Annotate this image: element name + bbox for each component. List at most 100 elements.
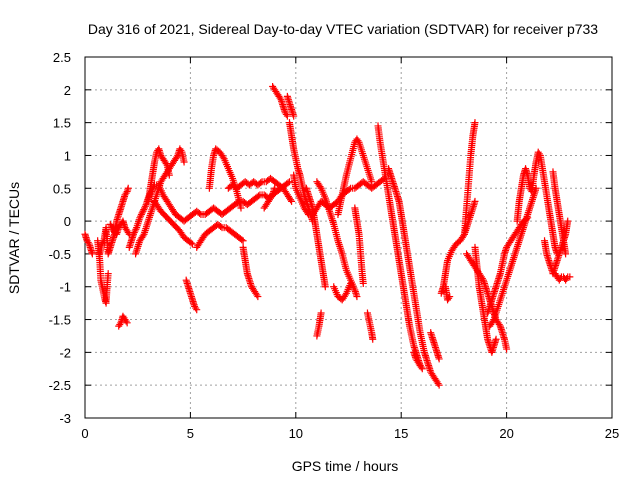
data-point	[116, 320, 124, 328]
x-tick-label: 5	[187, 426, 194, 441]
data-point	[471, 197, 479, 205]
data-point	[219, 153, 227, 161]
data-point	[255, 192, 263, 200]
series-s4	[106, 217, 133, 238]
data-point	[237, 204, 245, 212]
series-s26	[363, 309, 377, 343]
data-point	[471, 119, 479, 127]
series-s41	[551, 270, 574, 284]
data-point	[416, 361, 424, 369]
data-point	[321, 283, 329, 291]
data-point	[503, 345, 511, 353]
data-point	[288, 197, 296, 205]
data-point	[268, 192, 276, 200]
data-point	[317, 309, 325, 317]
data-point	[138, 209, 146, 217]
data-point	[173, 153, 181, 161]
data-point	[495, 320, 503, 328]
data-point	[84, 238, 92, 246]
data-point	[435, 355, 443, 363]
axes-layer	[84, 56, 613, 419]
plot-frame	[84, 56, 613, 419]
x-axis-label: GPS time / hours	[292, 458, 399, 474]
data-point	[415, 360, 423, 368]
data-point	[287, 196, 295, 204]
chart-title: Day 316 of 2021, Sidereal Day-to-day VTE…	[88, 21, 598, 37]
series-s40	[549, 168, 570, 258]
data-point	[445, 294, 453, 302]
data-point	[316, 183, 324, 191]
data-point	[130, 229, 138, 237]
y-axis-label: SDTVAR / TECUs	[6, 182, 22, 294]
series-s3	[96, 184, 132, 258]
y-tick-label: -0.5	[49, 247, 71, 262]
data-point	[137, 211, 145, 219]
data-point	[88, 250, 96, 258]
series-s21	[313, 309, 325, 340]
data-point	[122, 189, 130, 197]
data-point	[254, 293, 262, 301]
series-s29	[410, 348, 424, 369]
data-point	[282, 110, 290, 118]
data-point	[129, 230, 137, 238]
x-tick-label: 0	[81, 426, 88, 441]
data-point	[123, 319, 131, 327]
data-point	[290, 112, 298, 120]
data-point	[192, 304, 200, 312]
data-point	[238, 236, 246, 244]
series-s12	[205, 145, 245, 212]
data-point	[141, 204, 149, 212]
series-s31	[437, 197, 479, 297]
data-point	[434, 380, 442, 388]
y-tick-label: 1.5	[53, 116, 71, 131]
data-point	[106, 220, 114, 228]
y-tick-label: -2.5	[49, 378, 71, 393]
y-tick-label: 2	[64, 83, 71, 98]
data-point	[271, 184, 279, 192]
data-point	[180, 158, 188, 166]
series-s7	[132, 145, 188, 258]
series-s15	[260, 184, 279, 212]
series-s17	[283, 92, 298, 120]
data-point	[137, 212, 145, 220]
data-point	[193, 306, 201, 314]
data-point	[347, 279, 355, 287]
data-point	[435, 381, 443, 389]
data-point	[187, 239, 195, 247]
data-point	[141, 202, 149, 210]
series-s16	[269, 83, 291, 120]
data-point	[341, 291, 349, 299]
y-tick-label: -1	[59, 280, 71, 295]
series-s24	[334, 135, 376, 219]
data-point	[283, 112, 291, 120]
y-tick-label: -3	[59, 411, 71, 426]
data-point	[535, 150, 543, 158]
series-s18	[285, 119, 317, 225]
series-s32	[441, 283, 454, 304]
data-point	[253, 291, 261, 299]
data-point	[368, 178, 376, 186]
data-point	[108, 224, 116, 232]
series-s9	[151, 197, 197, 248]
data-point	[131, 227, 139, 235]
series-s22	[313, 178, 361, 301]
series-s1	[81, 230, 96, 258]
data-point	[354, 137, 362, 145]
x-tick-label: 25	[605, 426, 619, 441]
x-tick-label: 20	[499, 426, 513, 441]
series-s25	[351, 204, 367, 287]
data-point	[359, 279, 367, 287]
data-point	[489, 317, 497, 325]
data-point	[492, 335, 500, 343]
data-point	[139, 232, 147, 240]
y-tick-label: -2	[59, 345, 71, 360]
series-s10	[182, 276, 201, 314]
y-tick-label: -1.5	[49, 313, 71, 328]
series-s37	[486, 184, 540, 330]
x-tick-label: 15	[394, 426, 408, 441]
y-tick-label: 1	[64, 148, 71, 163]
series-s27	[374, 122, 426, 373]
data-point	[122, 317, 130, 325]
series-s8	[144, 145, 173, 205]
